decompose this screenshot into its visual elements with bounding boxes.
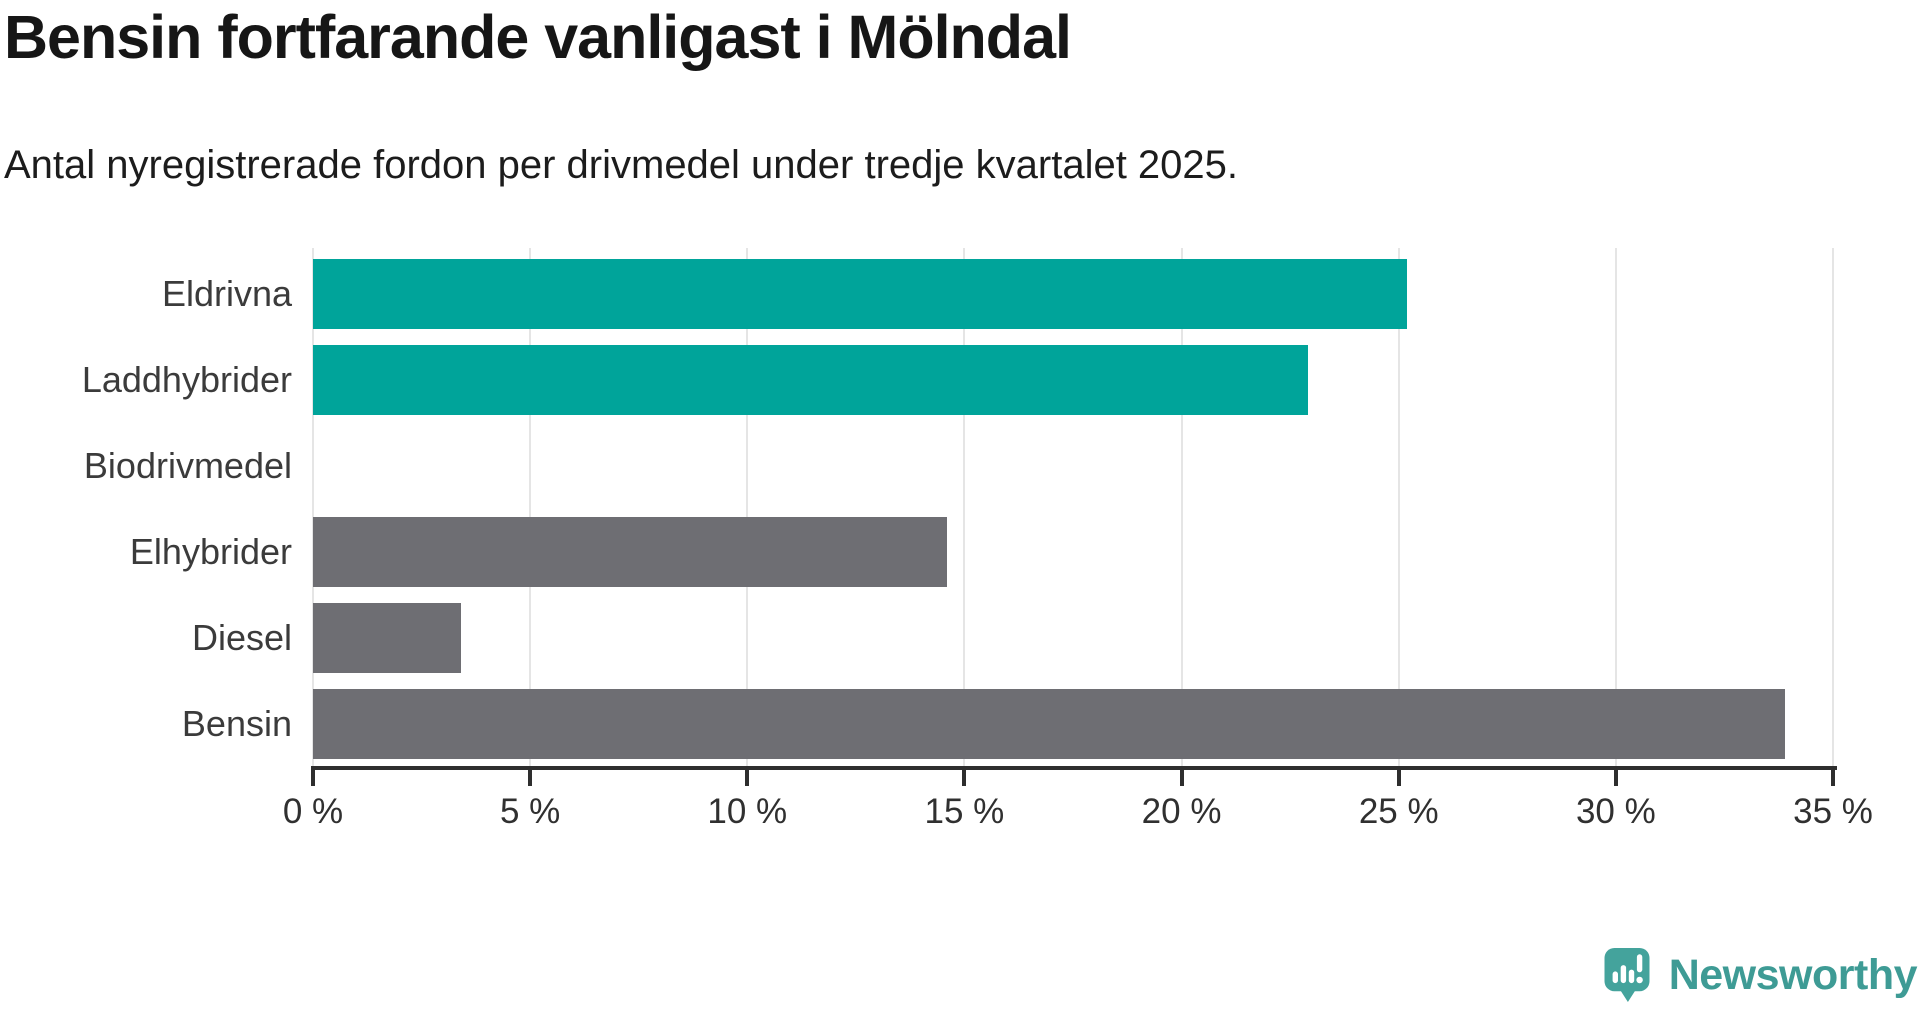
chart-title: Bensin fortfarande vanligast i Mölndal — [4, 3, 1072, 71]
gridline-35-pct — [1832, 248, 1834, 766]
x-axis-tick-5 — [528, 770, 533, 786]
gridline-20-pct — [1180, 248, 1183, 766]
x-axis-tick-30 — [1613, 770, 1618, 786]
x-axis-tick-20 — [1179, 770, 1184, 786]
x-axis-tick-label: 25 % — [1358, 792, 1439, 831]
bar-laddhybrider — [313, 345, 1308, 415]
category-label: Elhybrider — [129, 531, 292, 572]
x-axis-tick-label: 0 % — [282, 792, 344, 831]
x-axis-tick-35 — [1831, 770, 1835, 786]
x-axis-tick-label: 5 % — [499, 792, 561, 831]
newsworthy-logo: Newsworthy — [1600, 944, 1918, 1006]
x-axis-tick-10 — [745, 770, 750, 786]
newsworthy-brand-text: Newsworthy — [1668, 950, 1918, 999]
bar-diesel — [313, 603, 461, 673]
x-axis-tick-label: 10 % — [707, 792, 788, 831]
x-axis-tick-label: 30 % — [1575, 792, 1656, 831]
gridline-25-pct — [1397, 248, 1400, 766]
x-axis-line — [311, 766, 1837, 770]
x-axis-tick-25 — [1396, 770, 1401, 786]
x-axis-tick-label: 20 % — [1141, 792, 1222, 831]
x-axis-tick-0 — [311, 770, 315, 786]
category-label: Eldrivna — [161, 273, 292, 314]
category-label: Bensin — [181, 703, 292, 744]
chart-subtitle: Antal nyregistrerade fordon per drivmede… — [4, 143, 1239, 187]
category-label: Laddhybrider — [81, 359, 292, 400]
bar-elhybrider — [313, 517, 948, 587]
bar-bensin — [313, 689, 1786, 759]
bar-eldrivna — [313, 259, 1408, 329]
x-axis-tick-15 — [962, 770, 967, 786]
gridline-15-pct — [963, 248, 966, 766]
gridline-30-pct — [1614, 248, 1617, 766]
x-axis-tick-label: 35 % — [1793, 792, 1873, 831]
gridline-5-pct — [529, 248, 532, 766]
gridline-10-pct — [746, 248, 749, 766]
x-axis-tick-label: 15 % — [924, 792, 1005, 831]
category-label: Diesel — [191, 617, 292, 658]
gridline-0-pct — [312, 248, 314, 766]
newsworthy-logo-icon — [1604, 948, 1650, 1002]
category-label: Biodrivmedel — [83, 445, 292, 486]
